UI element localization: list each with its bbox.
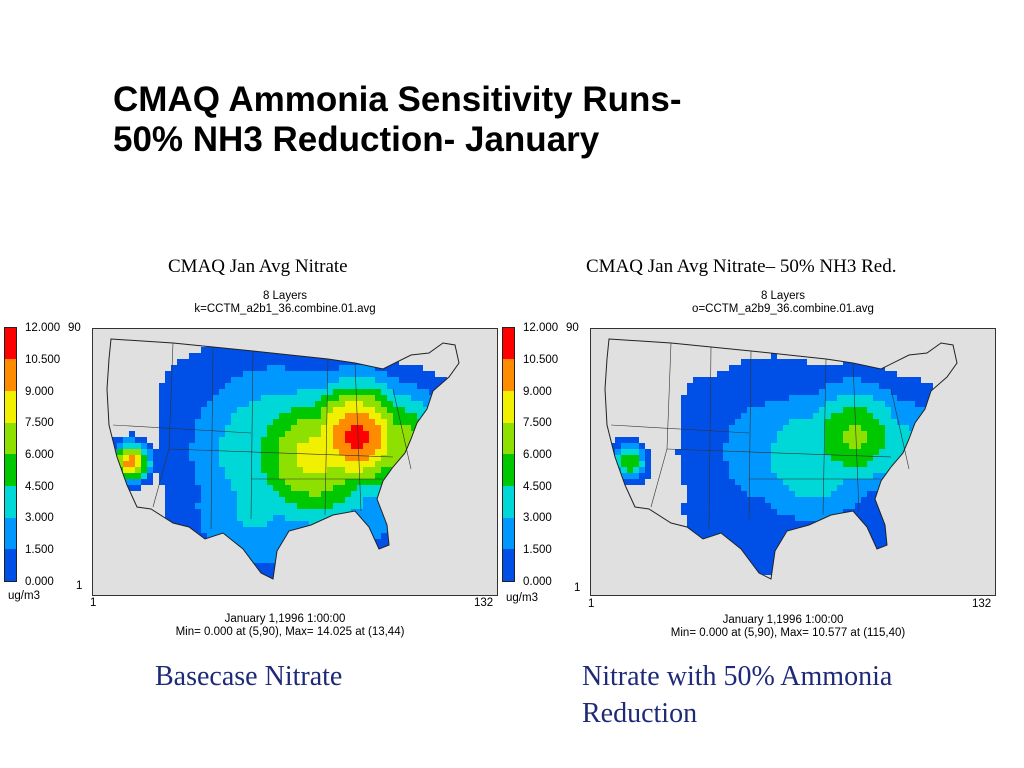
x-axis-left: 1 — [90, 597, 97, 609]
legend-bin — [5, 518, 16, 549]
state-boundary — [250, 350, 254, 520]
slide-title: CMAQ Ammonia Sensitivity Runs- 50% NH3 R… — [113, 80, 833, 160]
state-boundary — [210, 346, 214, 530]
map-title: CMAQ Jan Avg Nitrate — [168, 256, 348, 277]
state-boundary — [852, 362, 860, 512]
y-axis-bottom: 1 — [574, 582, 581, 594]
map-stats: Min= 0.000 at (5,90), Max= 10.577 at (11… — [670, 627, 906, 639]
legend-tick: 12.000 — [25, 322, 61, 334]
color-legend — [4, 327, 17, 582]
us-map-plot — [106, 338, 460, 580]
legend-tick: 9.000 — [523, 386, 552, 398]
slide-title-line-1: CMAQ Ammonia Sensitivity Runs- — [113, 80, 682, 119]
state-boundary — [650, 342, 672, 508]
state-boundary — [324, 358, 329, 516]
map-date: January 1,1996 1:00:00 — [224, 613, 346, 625]
legend-unit: ug/m3 — [506, 592, 538, 604]
legend-bin — [5, 549, 16, 581]
legend-tick: 0.000 — [523, 576, 552, 588]
legend-tick: 3.000 — [25, 512, 54, 524]
state-boundary — [354, 362, 362, 512]
state-boundary — [890, 388, 910, 470]
legend-tick: 4.500 — [25, 481, 54, 493]
y-axis-top: 90 — [566, 322, 579, 334]
basecase-map-panel: CMAQ Jan Avg Nitrate 8 Layers k=CCTM_a2b… — [0, 252, 500, 647]
legend-bin — [503, 486, 514, 518]
legend-tick: 10.500 — [523, 354, 559, 366]
state-boundary — [112, 424, 252, 434]
legend-bin — [5, 423, 16, 454]
reduction-map-panel: CMAQ Jan Avg Nitrate– 50% NH3 Red. 8 Lay… — [498, 252, 998, 647]
legend-bin — [503, 391, 514, 423]
legend-bin — [5, 359, 16, 391]
map-stats: Min= 0.000 at (5,90), Max= 14.025 at (13… — [175, 626, 405, 638]
concentration-grid — [605, 353, 957, 575]
legend-bin — [503, 518, 514, 549]
x-axis-left: 1 — [588, 598, 595, 610]
legend-tick: 7.500 — [523, 417, 552, 429]
legend-unit: ug/m3 — [8, 590, 40, 602]
state-boundary — [168, 448, 394, 458]
legend-bin — [503, 549, 514, 581]
state-boundary — [666, 448, 892, 458]
slide-title-line-2: 50% NH3 Reduction- January — [113, 120, 600, 159]
us-outline — [106, 338, 460, 580]
legend-bin — [503, 423, 514, 454]
us-map-plot — [604, 338, 958, 580]
legend-bin — [503, 359, 514, 391]
map-layers: 8 Layers — [760, 290, 806, 302]
legend-bin — [503, 454, 514, 486]
legend-tick: 10.500 — [25, 354, 61, 366]
y-axis-bottom: 1 — [76, 580, 83, 592]
us-outline — [604, 338, 958, 580]
legend-tick: 6.000 — [25, 449, 54, 461]
map-layers: 8 Layers — [262, 290, 308, 302]
legend-tick: 9.000 — [25, 386, 54, 398]
concentration-map — [590, 328, 996, 596]
color-legend — [502, 327, 515, 582]
concentration-map — [92, 328, 498, 596]
x-axis-right: 132 — [474, 597, 494, 609]
legend-bin — [5, 454, 16, 486]
legend-tick: 7.500 — [25, 417, 54, 429]
legend-tick: 6.000 — [523, 449, 552, 461]
state-boundary — [748, 350, 752, 520]
legend-tick: 3.000 — [523, 512, 552, 524]
y-axis-top: 90 — [68, 322, 81, 334]
legend-tick: 12.000 — [523, 322, 559, 334]
concentration-grid — [107, 339, 459, 579]
legend-tick: 0.000 — [25, 576, 54, 588]
state-boundary — [708, 346, 712, 530]
state-boundary — [392, 388, 412, 470]
map-title: CMAQ Jan Avg Nitrate– 50% NH3 Red. — [586, 256, 897, 277]
state-boundary — [822, 358, 827, 516]
legend-bin — [5, 391, 16, 423]
legend-tick: 1.500 — [25, 544, 54, 556]
map-filename: o=CCTM_a2b9_36.combine.01.avg — [692, 303, 874, 315]
map-filename: k=CCTM_a2b1_36.combine.01.avg — [194, 303, 376, 315]
legend-bin — [5, 486, 16, 518]
x-axis-right: 132 — [972, 598, 992, 610]
legend-tick: 4.500 — [523, 481, 552, 493]
legend-bin — [503, 328, 514, 359]
legend-tick: 1.500 — [523, 544, 552, 556]
legend-bin — [5, 328, 16, 359]
map-date: January 1,1996 1:00:00 — [722, 614, 844, 626]
caption-reduction: Nitrate with 50% Ammonia Reduction — [582, 661, 893, 729]
state-boundary — [610, 424, 750, 434]
caption-basecase: Basecase Nitrate — [155, 661, 343, 692]
